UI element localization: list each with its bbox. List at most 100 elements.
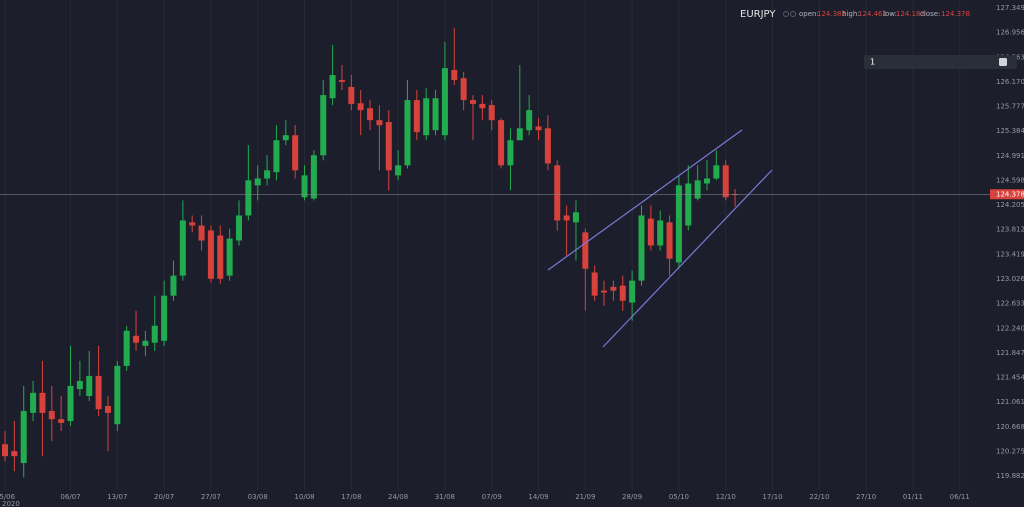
candle-body — [385, 122, 392, 171]
icon — [790, 11, 796, 17]
candle-body — [2, 444, 8, 457]
y-tick-label: 125.777 — [996, 103, 1024, 111]
candle-body — [526, 110, 533, 131]
candle-body — [610, 286, 617, 291]
x-tick-label: 14/09 — [528, 493, 548, 501]
y-tick-label: 124.205 — [996, 201, 1024, 209]
x-tick-label: 03/08 — [248, 493, 268, 501]
y-tick-label: 126.956 — [996, 29, 1024, 37]
y-tick-label: 124.598 — [996, 176, 1024, 184]
x-tick-label: 27/10 — [856, 493, 876, 501]
candle-body — [713, 165, 720, 179]
trend-channel — [547, 129, 773, 348]
candle-body — [226, 238, 233, 276]
x-tick-label: 07/09 — [482, 493, 502, 501]
x-year-label: 2020 — [2, 500, 20, 507]
y-tick-label: 125.384 — [996, 127, 1024, 135]
candle-body — [675, 185, 682, 263]
channel-lower-line — [602, 169, 773, 348]
y-tick-label: 119.882 — [996, 472, 1024, 480]
low-value: 124.183 — [896, 10, 925, 18]
input-value[interactable]: 1 — [870, 58, 875, 67]
x-tick-label: 05/10 — [669, 493, 689, 501]
candle-body — [264, 170, 271, 179]
candle-body — [11, 451, 18, 457]
interval-input[interactable]: 1 — [864, 55, 1017, 69]
y-tick-label: 126.170 — [996, 78, 1024, 86]
candle-body — [20, 411, 27, 464]
candle-body — [488, 105, 495, 121]
candle-body — [86, 375, 93, 396]
candle-body — [301, 175, 308, 198]
candle-body — [629, 280, 636, 303]
x-tick-label: 31/08 — [435, 493, 455, 501]
candle-body — [404, 100, 411, 166]
candle-body — [638, 215, 645, 281]
open-label: open: — [799, 10, 819, 18]
candle-body — [151, 325, 158, 343]
y-tick-label: 121.847 — [996, 349, 1024, 357]
candle-body — [423, 98, 430, 136]
last-price-box — [990, 189, 1024, 200]
x-tick-label: 24/08 — [388, 493, 408, 501]
x-tick-label: 01/11 — [903, 493, 923, 501]
candle-body — [498, 120, 505, 166]
last-price-label: 124.378 — [996, 190, 1024, 198]
candle-body — [516, 128, 523, 141]
icon — [783, 11, 789, 17]
candle-body — [432, 98, 439, 131]
candle-body — [189, 222, 196, 226]
candle-body — [357, 103, 364, 111]
y-tick-label: 122.240 — [996, 324, 1024, 332]
candle-body — [694, 180, 701, 199]
candle-body — [236, 215, 242, 241]
y-tick-label: 121.061 — [996, 398, 1024, 406]
candle-body — [198, 225, 205, 241]
x-tick-label: 20/07 — [154, 493, 174, 501]
candle-body — [563, 215, 570, 221]
candle-body — [161, 295, 168, 341]
candle-body — [722, 165, 729, 198]
input-box[interactable] — [864, 55, 1017, 69]
candle-body — [413, 100, 420, 133]
candle-body — [207, 230, 214, 279]
x-tick-label: 06/11 — [950, 493, 970, 501]
candle-body — [657, 220, 664, 246]
close-label: close: — [920, 10, 940, 18]
candle-body — [544, 128, 551, 164]
candle-body — [376, 120, 383, 126]
candle-body — [39, 392, 46, 413]
x-tick-label: 22/10 — [809, 493, 829, 501]
candle-body — [367, 108, 374, 121]
candle-body — [329, 75, 336, 99]
x-tick-label: 12/10 — [716, 493, 736, 501]
candle-body — [76, 380, 83, 390]
close-value: 124.378 — [941, 10, 970, 18]
x-tick-label: 17/08 — [341, 493, 361, 501]
candle-body — [245, 180, 252, 216]
input-icon[interactable] — [999, 58, 1007, 66]
low-label: low: — [883, 10, 897, 18]
candle-body — [479, 103, 486, 109]
candle-body — [30, 392, 37, 413]
candle-body — [217, 235, 224, 279]
candle-body — [282, 135, 289, 141]
open-value: 124.382 — [817, 10, 846, 18]
channel-upper-line — [547, 129, 743, 271]
x-tick-label: 28/09 — [622, 493, 642, 501]
y-tick-label: 122.633 — [996, 300, 1024, 308]
candle-body — [535, 126, 542, 131]
candle-body — [460, 78, 467, 101]
candle-body — [133, 335, 140, 343]
x-tick-label: 10/08 — [294, 493, 314, 501]
high-label: high: — [842, 10, 860, 18]
candle-body — [572, 212, 579, 223]
candle-body — [320, 95, 327, 156]
candle-body — [591, 272, 598, 296]
y-tick-label: 123.812 — [996, 226, 1024, 234]
candle-body — [170, 275, 177, 296]
candle-body — [601, 290, 608, 293]
symbol: EURJPY — [740, 9, 776, 20]
